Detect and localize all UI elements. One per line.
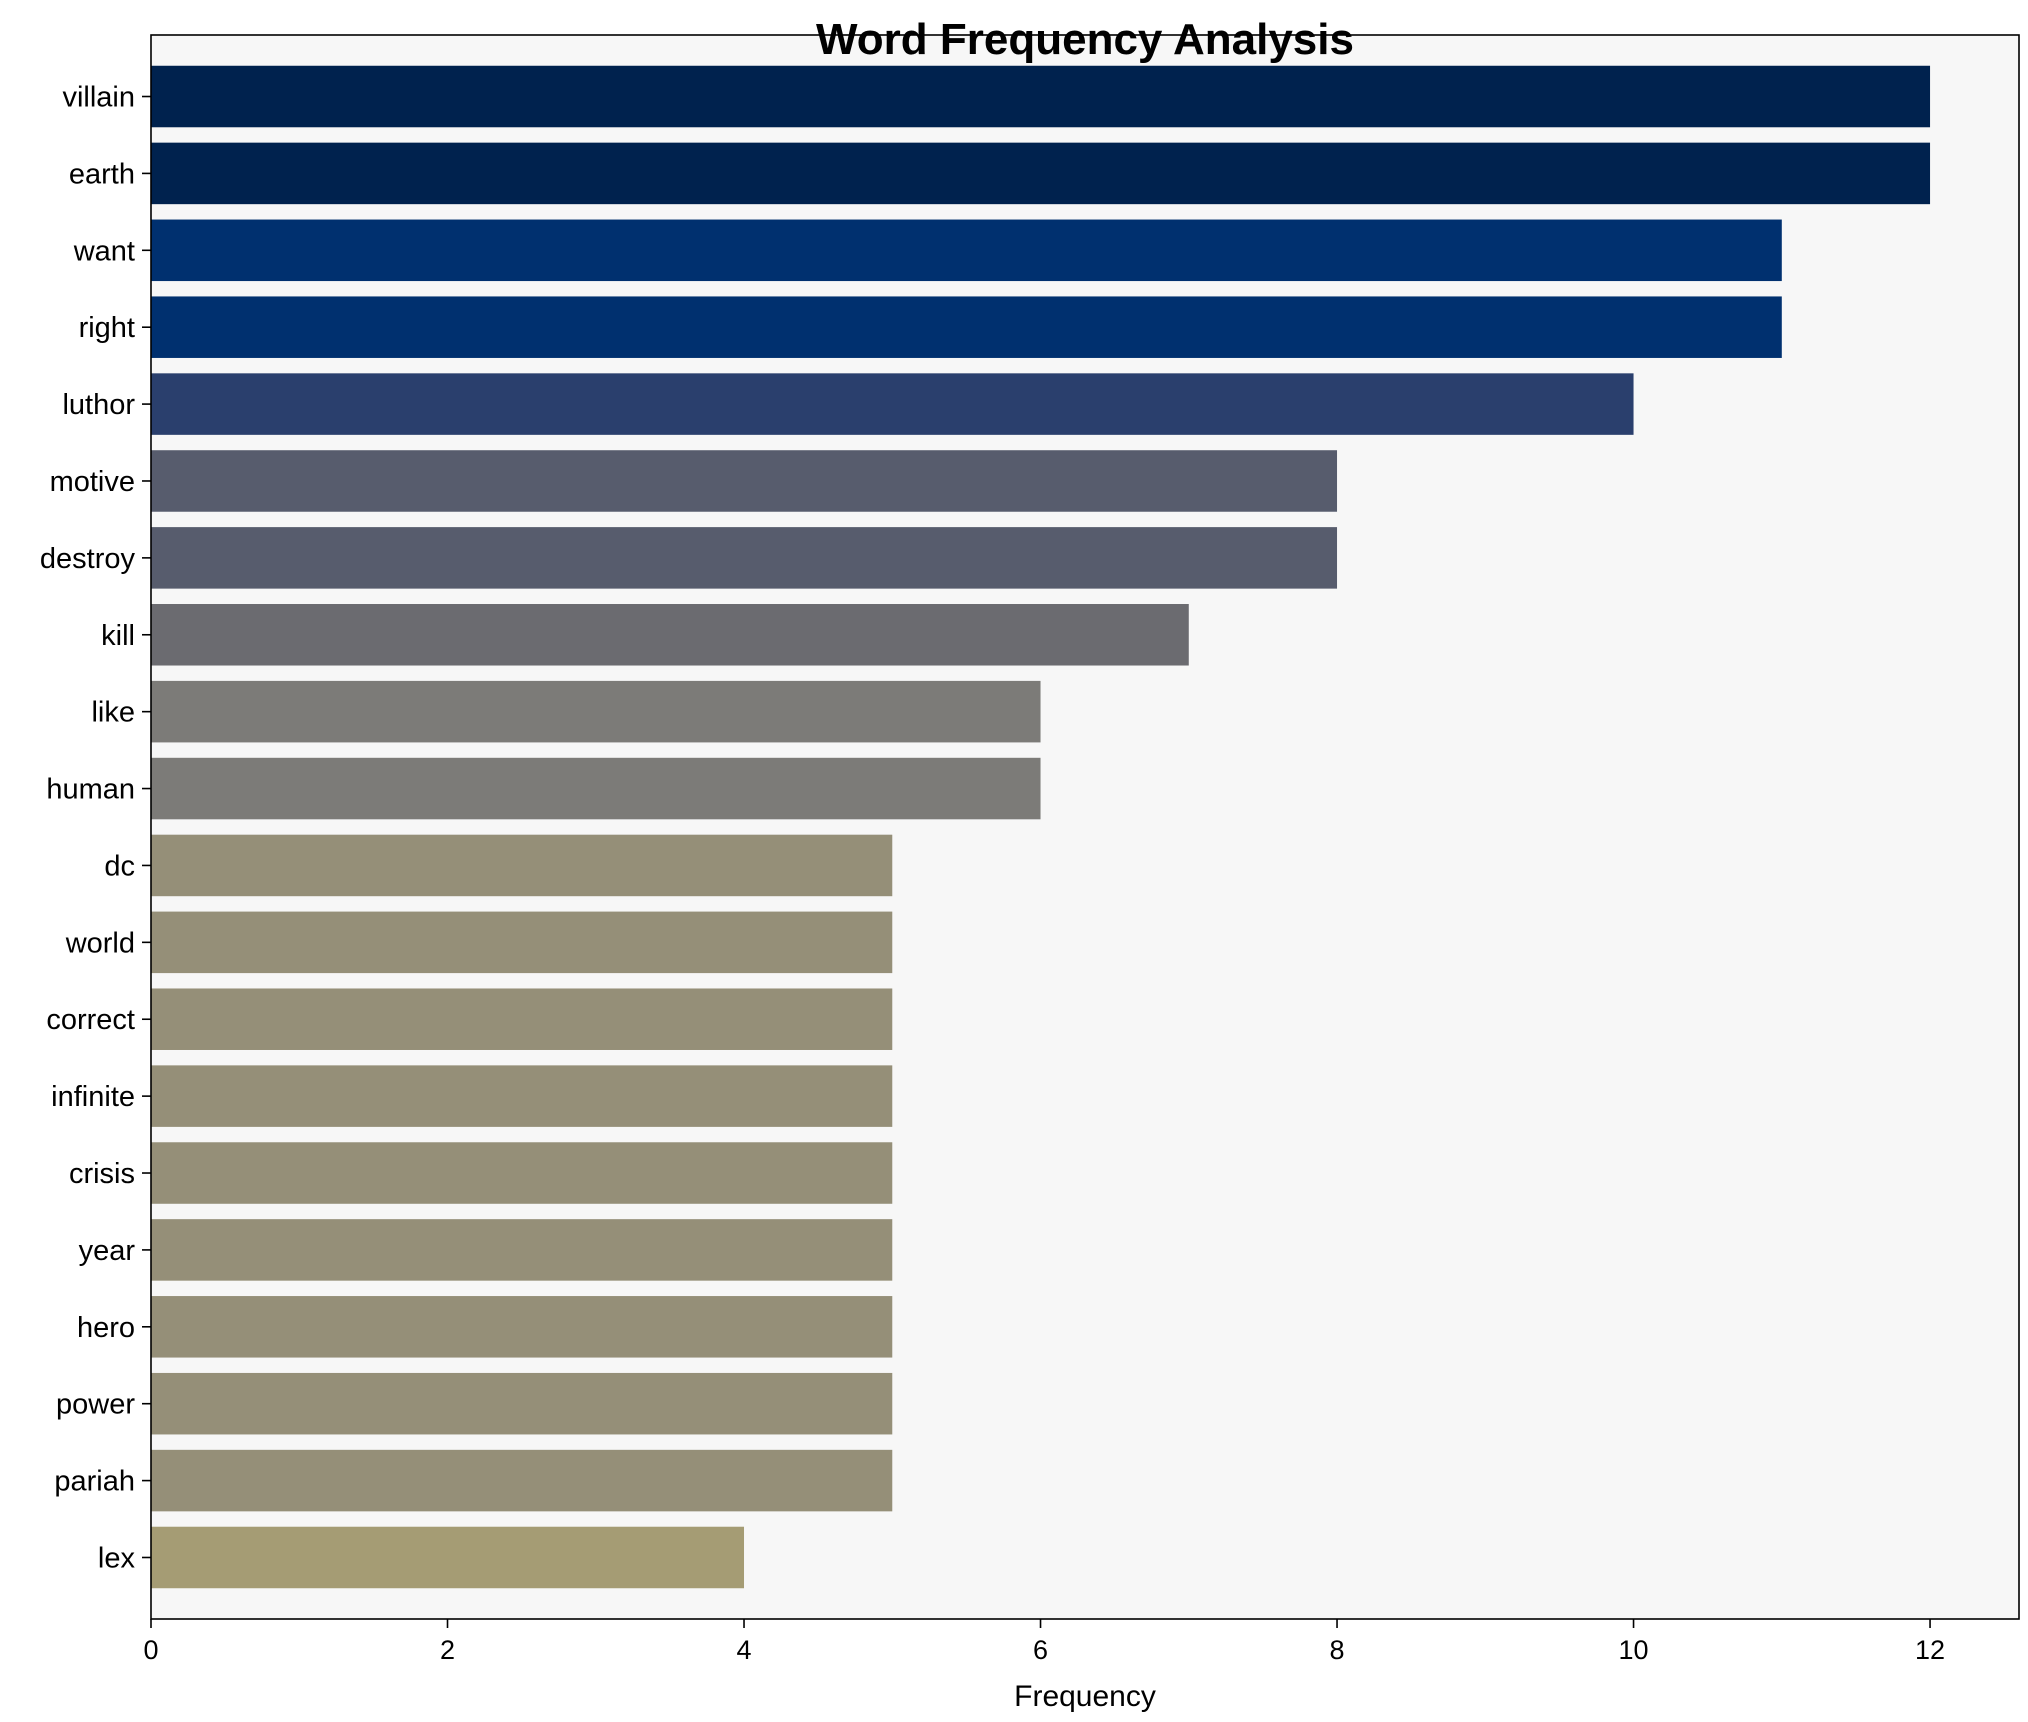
y-tick-label: luthor [62,389,135,421]
x-tick-label: 10 [1619,1635,1649,1665]
y-tick-label: year [79,1235,136,1267]
y-tick-label: like [91,697,135,729]
bar-villain [151,65,1931,128]
bar-earth [151,142,1931,205]
y-tick-label: lex [98,1542,136,1574]
y-tick-label: motive [50,466,135,498]
bar-luthor [151,373,1634,435]
bar-lex [151,1526,745,1589]
y-tick-label: kill [101,620,135,652]
x-tick-label: 12 [1915,1635,1945,1665]
y-tick-label: correct [46,1004,135,1036]
y-tick-label: power [56,1389,135,1421]
y-tick-label: infinite [51,1081,135,1113]
bar-right [151,296,1782,358]
y-tick-label: want [73,235,135,267]
bar-hero [151,1296,893,1358]
chart-title: Word Frequency Analysis [816,15,1354,64]
y-tick-label: dc [104,850,135,882]
x-tick-label: 0 [143,1635,158,1665]
bar-world [151,911,893,974]
y-tick-label: world [65,927,135,959]
bar-like [151,680,1041,743]
bar-correct [151,988,893,1050]
y-tick-label: destroy [40,543,136,575]
plot-frame [150,34,2020,1620]
bar-human [151,757,1041,820]
bar-power [151,1372,893,1435]
y-tick-label: villain [62,82,135,114]
x-tick-label: 8 [1330,1635,1345,1665]
y-tick-label: hero [77,1312,135,1344]
x-axis-label: Frequency [1014,1680,1156,1713]
bar-motive [151,450,1338,512]
bar-want [151,219,1782,282]
y-tick-label: human [46,774,135,806]
y-tick-label: crisis [69,1158,135,1190]
y-tick-label: pariah [54,1466,135,1498]
bar-pariah [151,1449,893,1512]
y-tick-label: earth [69,158,135,190]
x-tick-label: 4 [737,1635,752,1665]
bar-crisis [151,1142,893,1204]
x-tick-label: 2 [440,1635,455,1665]
bar-dc [151,834,893,897]
bar-year [151,1219,893,1281]
bar-infinite [151,1065,893,1127]
bar-destroy [151,527,1338,589]
x-tick-label: 6 [1033,1635,1048,1665]
y-tick-label: right [79,312,135,344]
bar-kill [151,604,1189,666]
